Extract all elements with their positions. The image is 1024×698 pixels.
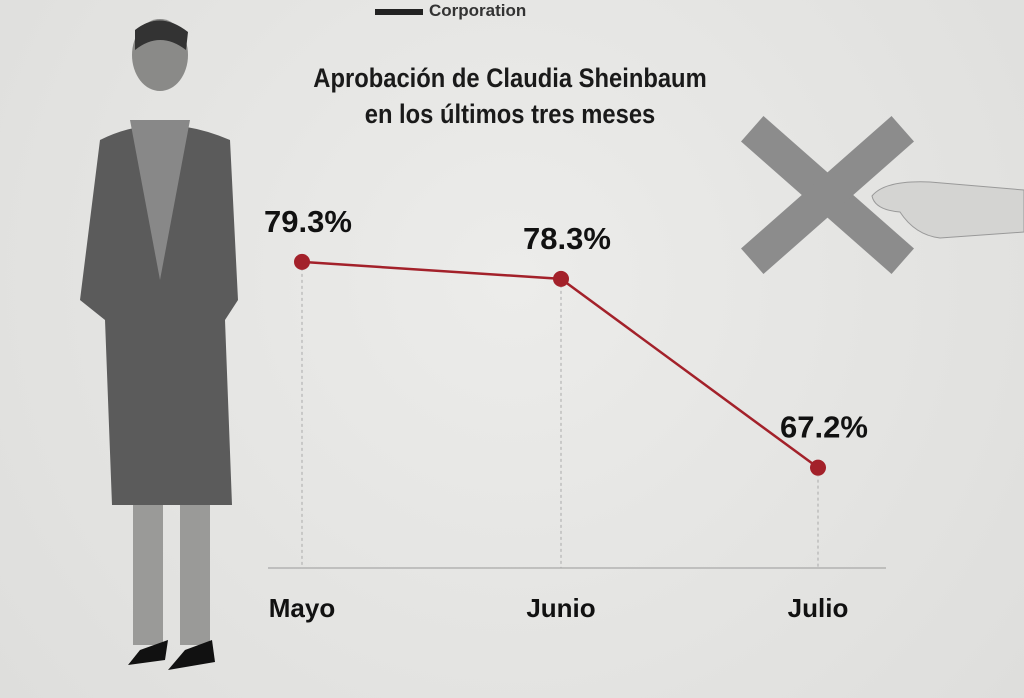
title-line-2: en los últimos tres meses xyxy=(364,99,656,129)
x-tick-label: Mayo xyxy=(269,593,335,623)
person-illustration xyxy=(80,19,238,670)
data-point xyxy=(810,459,826,476)
x-mark-icon xyxy=(741,116,914,274)
logo: Corporation xyxy=(375,1,526,21)
chart-title: Aprobación de Claudia Sheinbaum en los ú… xyxy=(281,60,739,132)
data-point xyxy=(294,253,310,270)
title-line-1: Aprobación de Claudia Sheinbaum xyxy=(313,63,707,93)
logo-text: Corporation xyxy=(429,1,527,20)
data-label: 79.3% xyxy=(264,204,352,239)
x-tick-label: Julio xyxy=(788,593,849,623)
data-label: 78.3% xyxy=(523,221,611,256)
data-point xyxy=(553,270,569,287)
hand-illustration xyxy=(871,181,1024,239)
x-tick-label: Junio xyxy=(526,593,595,623)
series-line xyxy=(301,260,819,469)
data-label: 67.2% xyxy=(780,410,868,445)
